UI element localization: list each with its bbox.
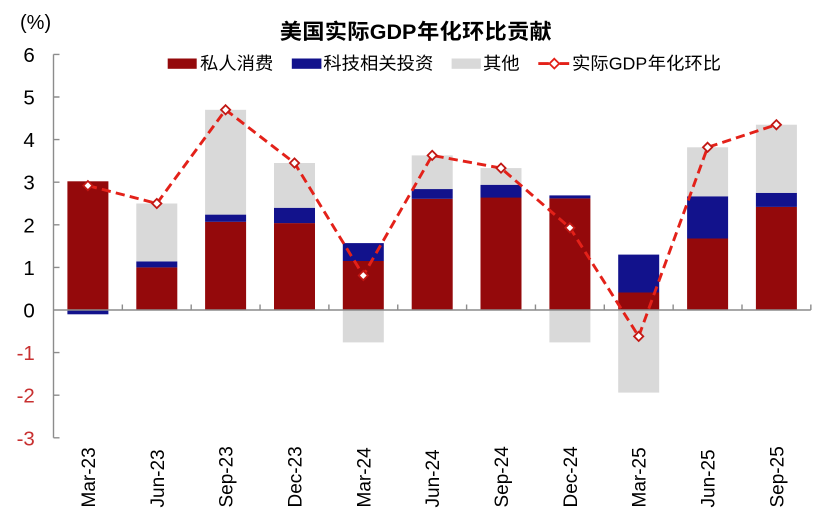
svg-text:Mar-25: Mar-25 bbox=[630, 447, 651, 507]
svg-text:Dec-24: Dec-24 bbox=[561, 446, 582, 508]
svg-text:-1: -1 bbox=[17, 342, 35, 365]
svg-text:Jun-25: Jun-25 bbox=[699, 449, 720, 507]
svg-text:Jun-24: Jun-24 bbox=[423, 449, 444, 508]
svg-text:-2: -2 bbox=[17, 385, 35, 408]
svg-text:3: 3 bbox=[23, 172, 34, 195]
svg-text:Mar-24: Mar-24 bbox=[354, 447, 375, 508]
svg-text:Mar-23: Mar-23 bbox=[79, 447, 100, 507]
svg-text:1: 1 bbox=[23, 257, 34, 280]
svg-text:Sep-25: Sep-25 bbox=[767, 446, 788, 507]
svg-text:Sep-23: Sep-23 bbox=[217, 446, 238, 507]
svg-text:0: 0 bbox=[23, 300, 34, 323]
svg-text:GDP: GDP bbox=[370, 20, 417, 44]
svg-text:Dec-23: Dec-23 bbox=[286, 446, 307, 507]
svg-text:4: 4 bbox=[23, 129, 34, 152]
svg-text:Sep-24: Sep-24 bbox=[492, 446, 513, 508]
svg-text:GDP: GDP bbox=[609, 54, 648, 74]
svg-text:-3: -3 bbox=[17, 427, 35, 450]
svg-text:Jun-23: Jun-23 bbox=[148, 449, 169, 507]
svg-text:5: 5 bbox=[23, 87, 34, 110]
svg-text:6: 6 bbox=[23, 44, 34, 67]
svg-text:(%): (%) bbox=[20, 12, 51, 34]
svg-text:2: 2 bbox=[23, 214, 34, 237]
